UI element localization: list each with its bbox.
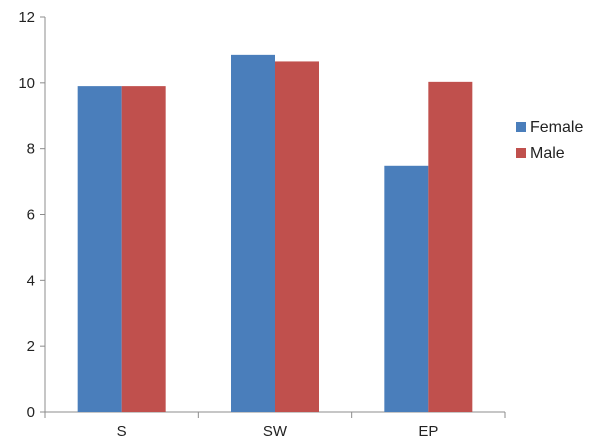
x-tick-label: SW	[263, 423, 288, 440]
x-tick-label: S	[117, 423, 127, 440]
plot-area: 0 2 4 6 8 10 12 S SW EP	[18, 9, 506, 440]
y-tick-label: 10	[18, 75, 35, 92]
bar-male-sw	[275, 61, 319, 412]
y-tick-label: 0	[27, 404, 35, 421]
y-tick-label: 12	[18, 9, 35, 26]
y-tick-label: 8	[27, 141, 35, 158]
y-tick-label: 4	[27, 272, 35, 289]
legend-label-female: Female	[530, 119, 583, 136]
bar-male-s	[121, 86, 166, 412]
x-tick-label: EP	[418, 423, 438, 440]
bar-female-s	[77, 86, 122, 412]
bar-female-sw	[231, 54, 275, 413]
bar-female-ep	[384, 165, 429, 412]
y-tick-label: 2	[27, 338, 35, 355]
legend: Female Male	[516, 119, 583, 162]
bar-male-ep	[428, 81, 473, 413]
legend-swatch-female	[516, 122, 526, 132]
legend-swatch-male	[516, 148, 526, 158]
y-tick-label: 6	[27, 207, 35, 224]
legend-label-male: Male	[530, 145, 565, 162]
